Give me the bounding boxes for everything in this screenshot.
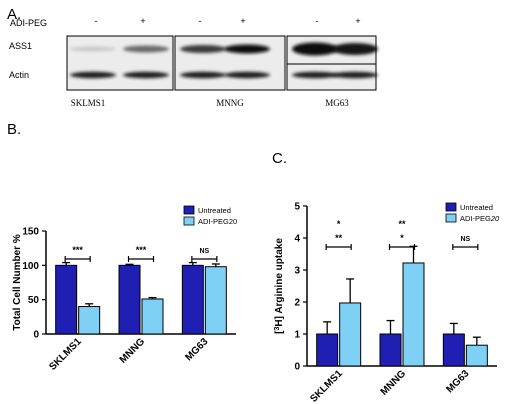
blot-panel <box>67 36 173 90</box>
cell-line-mg63: MG63 <box>325 98 349 108</box>
legend-label: Untreated <box>198 206 231 215</box>
actin-band <box>180 71 226 79</box>
bar-1 <box>339 302 362 367</box>
row-label-actin: Actin <box>9 70 29 80</box>
legend-label: ADI-PEG20 <box>198 217 237 226</box>
significance-label: NS <box>460 236 470 243</box>
treatment-signs: - + - + - + <box>95 16 361 26</box>
significance-label: * <box>337 219 341 229</box>
significance-label: ** <box>335 233 343 243</box>
ass1-band <box>70 46 116 52</box>
ass1-band <box>292 42 338 56</box>
y-tick-label: 4 <box>294 234 300 245</box>
panel-c-label: C. <box>272 150 287 167</box>
category-label: MNNG <box>379 368 409 398</box>
ass1-band <box>224 44 270 54</box>
significance-label: ** <box>398 219 406 229</box>
western-blot <box>66 35 378 91</box>
category-label: SKLMS1 <box>308 368 345 404</box>
blot-border <box>174 35 286 91</box>
bar-0 <box>316 333 339 367</box>
cell-line-mnng: MNNG <box>216 98 244 108</box>
blot-border <box>286 35 377 91</box>
bar-0 <box>379 333 402 367</box>
ass1-band <box>332 43 378 55</box>
y-tick-label: 1 <box>294 330 300 341</box>
category-label: MNNG <box>118 336 148 366</box>
bar-1 <box>204 266 227 335</box>
legend-swatch <box>445 202 457 212</box>
legend-label: Untreated <box>460 203 493 212</box>
y-tick-label: 100 <box>22 261 39 272</box>
row-label-ass1: ASS1 <box>9 41 32 51</box>
bar-1 <box>465 344 488 367</box>
y-tick-label: 5 <box>294 202 300 213</box>
bar-1 <box>141 298 164 335</box>
bar-0 <box>118 264 141 335</box>
bar-1 <box>78 306 101 335</box>
treatment-sign: - <box>95 16 98 26</box>
treatment-sign: + <box>140 16 145 26</box>
y-tick-label: 0 <box>33 330 39 341</box>
legend-swatch <box>183 205 195 215</box>
significance-label: *** <box>136 245 147 255</box>
treatment-sign: + <box>240 16 245 26</box>
category-label: SKLMS1 <box>47 336 84 373</box>
legend-label: ADI-PEG20 <box>460 214 500 223</box>
legend-swatch <box>445 213 457 223</box>
category-label: MG63 <box>444 368 471 395</box>
treatment-sign: - <box>316 16 319 26</box>
bar-0 <box>442 333 465 367</box>
y-axis-label: Total Cell Number % <box>12 234 23 331</box>
cell-line-sklms1: SKLMS1 <box>71 98 106 108</box>
significance-label: *** <box>72 245 83 255</box>
actin-band <box>292 71 338 79</box>
bar-0 <box>55 264 78 335</box>
blot-panel <box>175 36 285 90</box>
y-tick-label: 2 <box>294 298 300 309</box>
treatment-sign: + <box>355 16 360 26</box>
actin-band <box>70 71 116 79</box>
actin-band <box>224 71 270 79</box>
treatment-label: ADI-PEG <box>10 18 47 28</box>
legend-swatch <box>183 216 195 226</box>
panel-b-label: B. <box>7 121 21 138</box>
y-tick-label: 50 <box>28 295 40 306</box>
y-tick-label: 3 <box>294 266 300 277</box>
bar-1 <box>402 262 425 367</box>
significance-label: * <box>400 233 404 243</box>
bar-0 <box>181 264 204 335</box>
y-tick-label: 0 <box>294 362 300 373</box>
treatment-sign: - <box>199 16 202 26</box>
category-label: MG63 <box>183 336 210 363</box>
actin-band <box>332 71 378 79</box>
ass1-band <box>123 45 169 53</box>
actin-band <box>123 71 169 79</box>
significance-label: NS <box>199 248 209 255</box>
y-axis-label: [3H] Arginine uptake <box>274 238 286 334</box>
ass1-band <box>180 45 226 53</box>
blot-border <box>66 35 174 91</box>
y-tick-label: 150 <box>22 227 39 238</box>
panel-a-label: A. <box>7 6 21 23</box>
